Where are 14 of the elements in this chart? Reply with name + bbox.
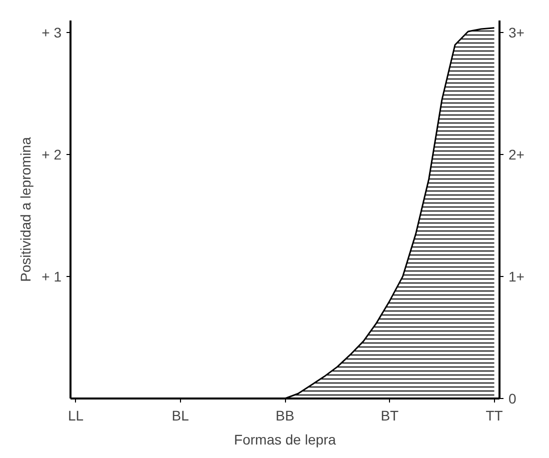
y-axis-title: Positividad a lepromina [18, 136, 34, 282]
text: 0 [508, 390, 516, 406]
x-tick-label: TT [486, 408, 504, 424]
x-tick-label: LL [68, 408, 84, 424]
text: 1+ [508, 268, 524, 285]
text: 3+ [508, 24, 524, 41]
text: 2+ [508, 146, 524, 163]
x-tick-label: BL [172, 408, 190, 424]
y-tick-label: + 2 [42, 146, 62, 163]
x-axis-title: Formas de lepra [234, 432, 336, 448]
x-tick-label: BT [380, 408, 400, 424]
x-tick-label: BB [276, 408, 294, 424]
y-tick-label: + 1 [42, 268, 62, 285]
y-tick-label: + 3 [42, 24, 62, 41]
